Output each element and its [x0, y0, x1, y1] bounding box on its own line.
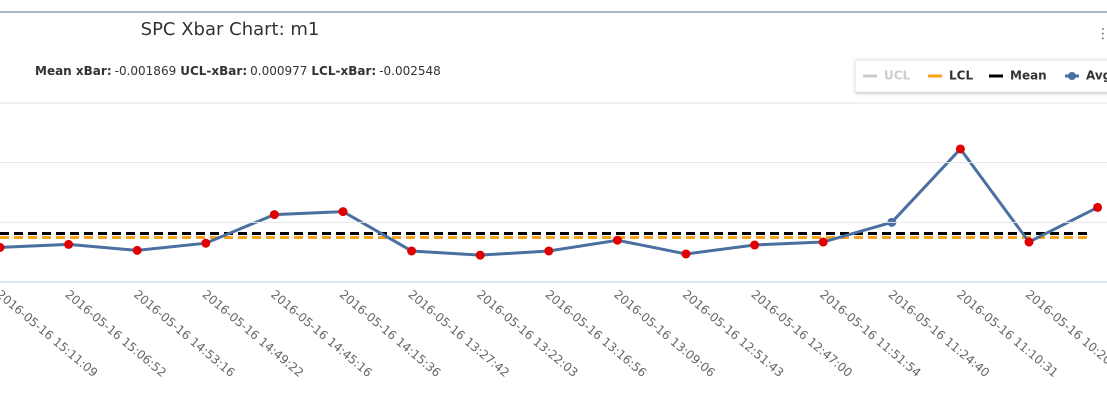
- data-point: [818, 237, 828, 247]
- stats-line: Mean xBar: -0.001869 UCL-xBar: 0.000977 LCL-…: [35, 64, 441, 78]
- data-point: [1093, 202, 1103, 212]
- data-point: [64, 239, 74, 249]
- legend-label: LCL: [949, 69, 973, 83]
- stat-colon: :: [242, 64, 247, 78]
- data-point: [269, 210, 279, 220]
- stat-value: -0.001869: [115, 64, 177, 78]
- data-point: [750, 240, 760, 250]
- stat-value: 0.000977: [250, 64, 307, 78]
- stat-label: UCL-xBar: [180, 64, 242, 78]
- data-point: [612, 235, 622, 245]
- legend-label: Mean: [1010, 69, 1047, 83]
- chart-title: SPC Xbar Chart: m1: [141, 19, 320, 40]
- stat-label: LCL-xBar: [311, 64, 371, 78]
- legend-label: UCL: [884, 69, 911, 83]
- data-point: [201, 238, 211, 248]
- stat-label: Mean xBar: [35, 64, 107, 78]
- data-point: [475, 250, 485, 260]
- data-point: [132, 245, 142, 255]
- legend-marker: [1068, 72, 1076, 80]
- series-line: [0, 146, 1099, 257]
- legend: UCL LCL Mean Avg: [863, 69, 1107, 83]
- menu-icon[interactable]: ⋮: [1096, 26, 1107, 42]
- data-point: [681, 249, 691, 259]
- data-point: [407, 246, 417, 256]
- data-point: [338, 207, 348, 217]
- data-point: [1024, 237, 1034, 247]
- stat-colon: :: [371, 64, 376, 78]
- data-point: [544, 246, 554, 256]
- stat-value: -0.002548: [379, 64, 441, 78]
- data-point: [0, 242, 5, 252]
- legend-label: Avg: [1086, 69, 1107, 83]
- stat-colon: :: [107, 64, 112, 78]
- plot-area: [0, 144, 1103, 260]
- data-point: [955, 144, 965, 154]
